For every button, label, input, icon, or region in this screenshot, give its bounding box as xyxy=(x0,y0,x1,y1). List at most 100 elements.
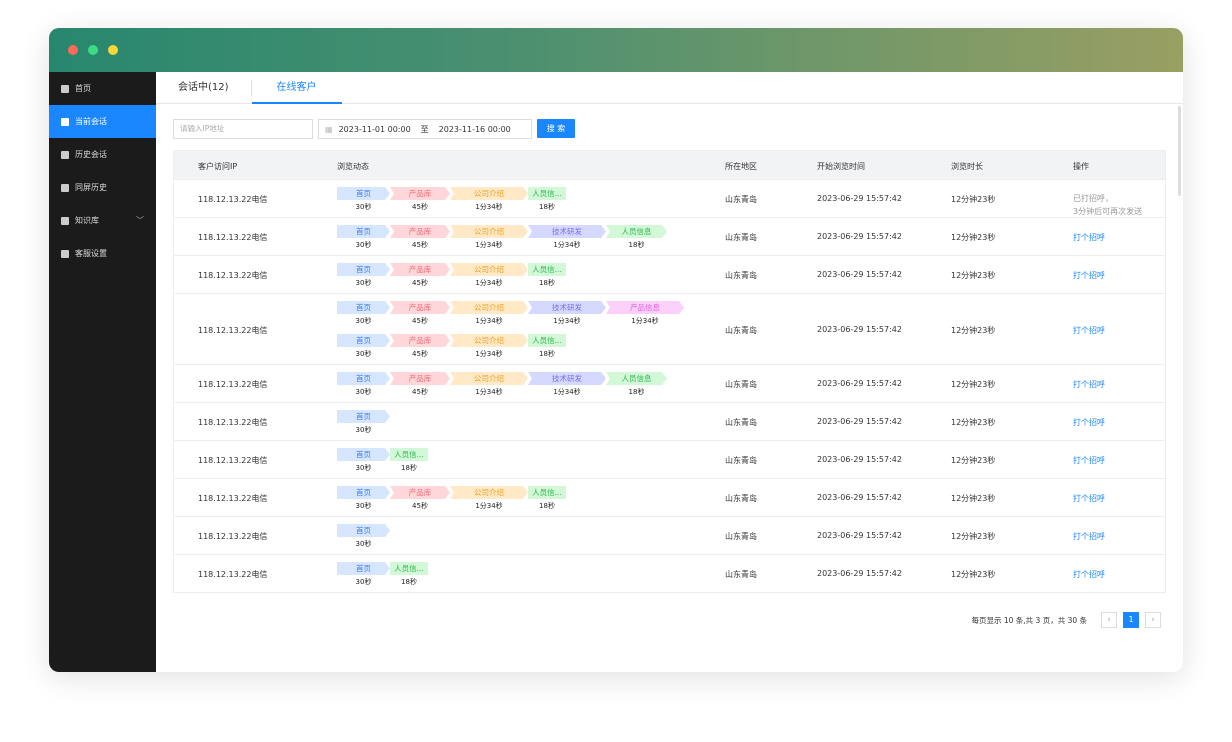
path-step[interactable]: 首页 30秒 xyxy=(337,187,390,213)
path-step[interactable]: 人员信息 18秒 xyxy=(606,225,667,251)
sidebar-item[interactable]: 首页 xyxy=(49,72,156,105)
sidebar-item-label: 知识库 xyxy=(75,216,99,225)
date-start[interactable]: 2023-11-01 00:00 xyxy=(338,124,411,134)
greet-button[interactable]: 打个招呼 xyxy=(1073,456,1105,465)
duration-cell: 12分钟23秒 xyxy=(951,195,996,204)
path-step[interactable]: 首页 30秒 xyxy=(337,448,390,474)
path-step[interactable]: 产品库 45秒 xyxy=(390,263,450,289)
greet-button[interactable]: 打个招呼 xyxy=(1073,233,1105,242)
path-step[interactable]: 人员信... 18秒 xyxy=(528,187,566,213)
path-step[interactable]: 公司介绍 1分34秒 xyxy=(450,334,528,360)
date-separator: 至 xyxy=(420,124,429,134)
sidebar-item[interactable]: 历史会话 xyxy=(49,138,156,171)
path-step[interactable]: 技术研发 1分34秒 xyxy=(528,225,606,251)
ip-cell: 118.12.13.22电信 xyxy=(198,418,268,427)
path-step[interactable]: 产品库 45秒 xyxy=(390,301,450,327)
sidebar-item[interactable]: 同屏历史 xyxy=(49,171,156,204)
sidebar-item[interactable]: 当前会话 xyxy=(49,105,156,138)
table-row: 118.12.13.22电信 山东青岛 2023-06-29 15:57:42 12分… xyxy=(174,293,1165,364)
greet-button[interactable]: 打个招呼 xyxy=(1073,532,1105,541)
page-label: 人员信... xyxy=(528,187,566,200)
close-window-button[interactable] xyxy=(68,45,78,55)
table-row: 118.12.13.22电信 山东青岛 2023-06-29 15:57:42 12分… xyxy=(174,402,1165,440)
start-time-cell: 2023-06-29 15:57:42 xyxy=(817,379,902,388)
stay-time: 18秒 xyxy=(539,502,555,510)
greet-button[interactable]: 打个招呼 xyxy=(1073,418,1105,427)
path-step[interactable]: 人员信... 18秒 xyxy=(390,448,428,474)
page-label: 首页 xyxy=(337,410,390,423)
path-step[interactable]: 首页 30秒 xyxy=(337,225,390,251)
stay-time: 30秒 xyxy=(355,464,372,472)
tab-in-session[interactable]: 会话中(12) xyxy=(178,81,229,93)
stay-time: 1分34秒 xyxy=(631,317,659,325)
greet-button[interactable]: 打个招呼 xyxy=(1073,380,1105,389)
greet-button[interactable]: 打个招呼 xyxy=(1073,325,1105,335)
path-step[interactable]: 人员信... 18秒 xyxy=(528,486,566,512)
path-step[interactable]: 人员信... 18秒 xyxy=(528,263,566,289)
path-step[interactable]: 技术研发 1分34秒 xyxy=(528,372,606,398)
path-step[interactable]: 公司介绍 1分34秒 xyxy=(450,301,528,327)
greet-button[interactable]: 打个招呼 xyxy=(1073,271,1105,280)
stay-time: 1分34秒 xyxy=(475,388,503,396)
next-page-button[interactable]: › xyxy=(1145,612,1161,628)
path-step[interactable]: 公司介绍 1分34秒 xyxy=(450,225,528,251)
path-step[interactable]: 公司介绍 1分34秒 xyxy=(450,187,528,213)
path-step[interactable]: 人员信... 18秒 xyxy=(528,334,566,360)
table-row: 118.12.13.22电信 山东青岛 2023-06-29 15:57:42 12分… xyxy=(174,516,1165,554)
chat-icon xyxy=(61,117,69,126)
search-button[interactable]: 搜 索 xyxy=(537,119,575,138)
minimize-window-button[interactable] xyxy=(88,45,98,55)
maximize-window-button[interactable] xyxy=(108,45,118,55)
page-label: 技术研发 xyxy=(528,301,606,314)
path-step[interactable]: 公司介绍 1分34秒 xyxy=(450,486,528,512)
path-step[interactable]: 产品库 45秒 xyxy=(390,334,450,360)
duration-cell: 12分钟23秒 xyxy=(951,570,996,579)
table-row: 118.12.13.22电信 山东青岛 2023-06-29 15:57:42 12分… xyxy=(174,255,1165,293)
page-label: 技术研发 xyxy=(528,372,606,385)
header-browsing: 浏览动态 xyxy=(337,162,369,171)
duration-cell: 12分钟23秒 xyxy=(951,532,996,541)
page-1-button[interactable]: 1 xyxy=(1123,612,1139,628)
chevron-down-icon[interactable]: ﹀ xyxy=(136,216,144,225)
ip-search-input[interactable]: 请输入IP地址 xyxy=(173,119,313,139)
stay-time: 1分34秒 xyxy=(475,502,503,510)
browsing-path: 首页 30秒 人员信... 18秒 xyxy=(337,562,428,588)
path-step[interactable]: 首页 30秒 xyxy=(337,372,390,398)
start-time-cell: 2023-06-29 15:57:42 xyxy=(817,324,902,334)
greet-button[interactable]: 打个招呼 xyxy=(1073,494,1105,503)
page-label: 公司介绍 xyxy=(450,372,528,385)
path-step[interactable]: 产品库 45秒 xyxy=(390,372,450,398)
duration-cell: 12分钟23秒 xyxy=(951,380,996,389)
path-step[interactable]: 首页 30秒 xyxy=(337,410,390,436)
start-time-cell: 2023-06-29 15:57:42 xyxy=(817,455,902,464)
path-step[interactable]: 公司介绍 1分34秒 xyxy=(450,263,528,289)
path-step[interactable]: 首页 30秒 xyxy=(337,562,390,588)
path-step[interactable]: 公司介绍 1分34秒 xyxy=(450,372,528,398)
page-label: 技术研发 xyxy=(528,225,606,238)
path-step[interactable]: 人员信... 18秒 xyxy=(390,562,428,588)
path-step[interactable]: 产品库 45秒 xyxy=(390,486,450,512)
stay-time: 18秒 xyxy=(539,350,555,358)
page-label: 首页 xyxy=(337,524,390,537)
path-step[interactable]: 首页 30秒 xyxy=(337,334,390,360)
scrollbar[interactable] xyxy=(1178,106,1181,196)
path-step[interactable]: 人员信息 18秒 xyxy=(606,372,667,398)
date-end[interactable]: 2023-11-16 00:00 xyxy=(438,124,511,134)
date-range-picker[interactable]: ▦ 2023-11-01 00:00 至 2023-11-16 00:00 xyxy=(318,119,532,139)
sidebar-item[interactable]: 客服设置 xyxy=(49,237,156,270)
greet-button[interactable]: 打个招呼 xyxy=(1073,570,1105,579)
path-step[interactable]: 产品库 45秒 xyxy=(390,187,450,213)
path-step[interactable]: 首页 30秒 xyxy=(337,263,390,289)
page-label: 首页 xyxy=(337,225,390,238)
prev-page-button[interactable]: ‹ xyxy=(1101,612,1117,628)
path-step[interactable]: 首页 30秒 xyxy=(337,486,390,512)
tab-online-customers[interactable]: 在线客户 xyxy=(251,72,342,104)
path-step[interactable]: 技术研发 1分34秒 xyxy=(528,301,606,327)
path-step[interactable]: 产品信息 1分34秒 xyxy=(606,301,684,327)
sidebar-item[interactable]: 知识库 ﹀ xyxy=(49,204,156,237)
path-step[interactable]: 首页 30秒 xyxy=(337,301,390,327)
path-step[interactable]: 首页 30秒 xyxy=(337,524,390,550)
browsing-path: 首页 30秒 产品库 45秒 公司介绍 1分34秒 人员信... 18秒 xyxy=(337,187,566,213)
path-step[interactable]: 产品库 45秒 xyxy=(390,225,450,251)
stay-time: 1分34秒 xyxy=(475,317,503,325)
